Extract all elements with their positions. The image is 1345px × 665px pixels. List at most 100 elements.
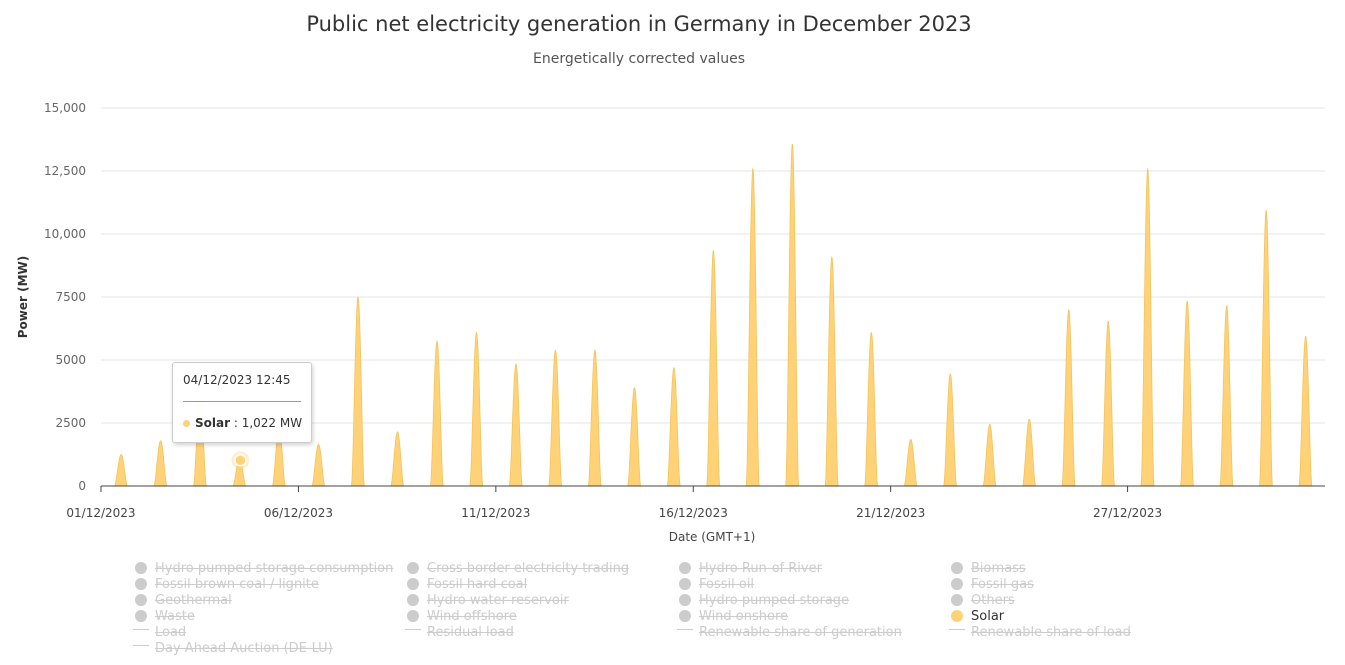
x-tick-label: 21/12/2023 [856,506,925,520]
legend-item-label: Hydro Run-of-River [699,561,822,576]
legend-item-day-ahead-auction-de-lu[interactable]: Day Ahead Auction (DE-LU) [133,641,333,657]
legend-item-label: Geothermal [155,593,232,608]
legend-item-others[interactable]: Others [951,593,1015,609]
solar-day-peak[interactable] [666,367,681,487]
legend-item-label: Biomass [971,561,1026,576]
solar-day-peak[interactable] [824,255,839,487]
solar-day-peak[interactable] [1259,209,1273,487]
y-axis-title: Power (MW) [16,256,30,339]
legend-item-label: Hydro pumped storage [699,593,850,608]
legend-item-biomass[interactable]: Biomass [951,561,1026,577]
legend-item-label: Wind onshore [699,609,789,624]
chart-subtitle: Energetically corrected values [532,51,746,67]
solar-day-peak[interactable] [351,296,365,487]
solar-day-peak[interactable] [429,340,444,487]
solar-day-peak[interactable] [745,167,760,487]
legend-item-fossil-gas[interactable]: Fossil gas [951,577,1034,593]
solar-day-peak[interactable] [469,331,484,487]
solar-day-peak[interactable] [113,454,128,487]
chart-title: Public net electricity generation in Ger… [306,12,972,36]
legend-item-solar[interactable]: Solar [951,609,1004,625]
legend-item-fossil-oil[interactable]: Fossil oil [679,577,754,593]
solar-day-peak[interactable] [903,438,918,487]
legend-item-wind-offshore[interactable]: Wind offshore [407,609,517,625]
legend-item-label: Fossil gas [971,577,1034,592]
y-tick-label: 12,500 [44,164,86,178]
x-tick-label: 16/12/2023 [659,506,728,520]
solar-day-peak[interactable] [1101,320,1115,487]
tooltip-divider [183,401,301,402]
tooltip-value: 1,022 MW [241,416,303,430]
legend-line-icon [133,629,149,630]
legend-line-icon [949,629,965,630]
tooltip-series-dot-icon [183,420,190,427]
legend-dot-icon [135,561,147,574]
legend-item-label: Renewable share of load [971,625,1131,640]
legend-item-label: Load [155,625,187,640]
solar-day-peak[interactable] [627,387,642,487]
legend-dot-icon [407,593,419,606]
legend-item-hydro-pumped-storage-consumption[interactable]: Hydro pumped storage consumption [135,561,393,577]
y-tick-label: 5000 [55,353,86,367]
legend-dot-icon [951,561,963,574]
solar-day-peak[interactable] [311,444,326,487]
legend-item-waste[interactable]: Waste [135,609,195,625]
x-tick-label: 27/12/2023 [1093,506,1162,520]
solar-day-peak[interactable] [587,349,602,487]
legend-item-label: Fossil oil [699,577,755,592]
y-tick-label: 10,000 [44,227,86,241]
solar-day-peak[interactable] [864,331,878,487]
legend-dot-icon [135,577,147,590]
legend-item-load[interactable]: Load [133,625,187,641]
legend-item-label: Hydro water reservoir [427,593,569,608]
solar-day-peak[interactable] [1298,335,1313,487]
solar-day-peak[interactable] [1219,305,1234,487]
legend-dot-icon [679,609,691,622]
y-tick-label: 15,000 [44,101,86,115]
legend-item-geothermal[interactable]: Geothermal [135,593,232,609]
legend-item-fossil-hard-coal[interactable]: Fossil hard coal [407,577,527,593]
legend-item-wind-onshore[interactable]: Wind onshore [679,609,788,625]
legend-dot-icon [951,577,963,590]
x-tick-label: 01/12/2023 [66,506,135,520]
legend-dot-icon [135,593,147,606]
solar-day-peak[interactable] [1061,308,1076,487]
x-axis-title: Date (GMT+1) [669,530,756,544]
solar-day-peak[interactable] [943,373,957,487]
hover-point[interactable] [234,453,247,467]
solar-day-peak[interactable] [785,143,799,487]
legend-item-label: Waste [155,609,195,624]
solar-day-peak[interactable] [390,431,405,487]
legend-item-cross-border-electricity-trading[interactable]: Cross border electricity trading [407,561,629,577]
legend-dot-icon [135,609,147,622]
legend-dot-icon [679,593,691,606]
legend-line-icon [677,629,693,630]
legend-item-hydro-water-reservoir[interactable]: Hydro water reservoir [407,593,569,609]
solar-day-peak[interactable] [1180,300,1194,487]
solar-day-peak[interactable] [1140,167,1155,487]
solar-day-peak[interactable] [548,349,563,487]
legend-dot-icon [951,609,963,622]
data-tooltip: 04/12/2023 12:45 Solar : 1,022 MW [172,362,312,443]
solar-day-peak[interactable] [153,440,168,487]
solar-day-peak[interactable] [1022,418,1036,487]
solar-day-peak[interactable] [706,249,721,487]
legend-item-renewable-share-of-load[interactable]: Renewable share of load [949,625,1131,641]
legend-item-hydro-pumped-storage[interactable]: Hydro pumped storage [679,593,849,609]
solar-day-peak[interactable] [508,363,523,487]
legend-dot-icon [679,577,691,590]
legend-line-icon [133,645,149,646]
legend-item-label: Wind offshore [427,609,517,624]
tooltip-row: Solar : 1,022 MW [183,416,302,430]
legend-item-renewable-share-of-generation[interactable]: Renewable share of generation [677,625,902,641]
legend-item-residual-load[interactable]: Residual load [405,625,514,641]
legend-item-fossil-brown-coal-lignite[interactable]: Fossil brown coal / lignite [135,577,319,593]
legend-item-label: Cross border electricity trading [427,561,630,576]
legend-item-label: Fossil brown coal / lignite [155,577,319,592]
legend-item-hydro-run-of-river[interactable]: Hydro Run-of-River [679,561,822,577]
legend-dot-icon [407,577,419,590]
legend-item-label: Fossil hard coal [427,577,528,592]
solar-day-peak[interactable] [982,423,997,487]
legend-item-label: Day Ahead Auction (DE-LU) [155,641,333,656]
legend-dot-icon [407,609,419,622]
